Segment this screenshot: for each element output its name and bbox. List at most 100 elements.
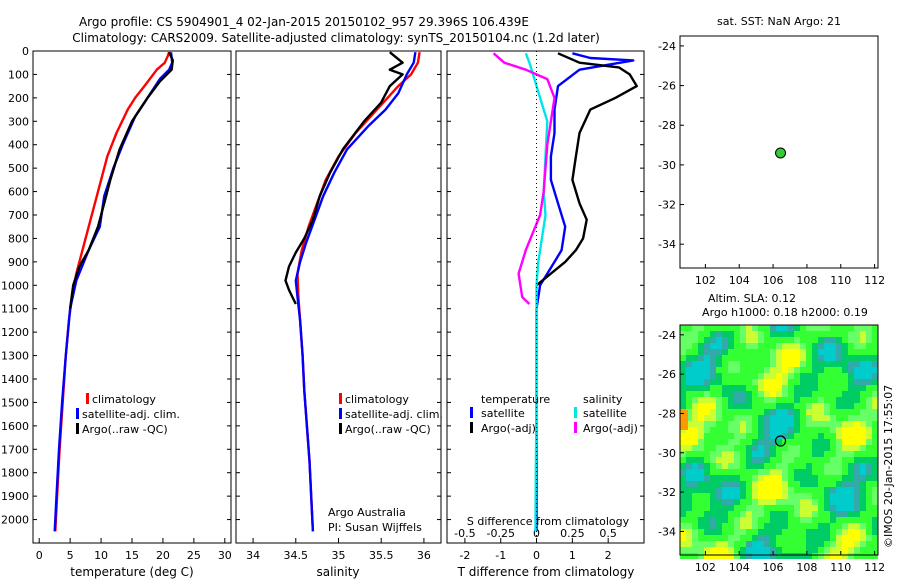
sla-cell <box>824 499 830 505</box>
sla-cell <box>746 457 752 463</box>
sla-cell <box>722 511 728 517</box>
sla-cell <box>764 517 770 523</box>
sla-cell <box>866 499 872 505</box>
sla-cell <box>776 325 782 331</box>
sla-cell <box>692 421 698 427</box>
sla-cell <box>800 349 806 355</box>
sla-cell <box>812 325 818 331</box>
map-x-tick-label: 106 <box>763 561 784 574</box>
sla-cell <box>734 535 740 541</box>
sla-cell <box>812 349 818 355</box>
sla-cell <box>692 361 698 367</box>
legend-swatch-satellite <box>76 408 79 419</box>
sla-cell <box>770 397 776 403</box>
sla-cell <box>740 397 746 403</box>
sla-cell <box>824 553 830 559</box>
sla-cell <box>794 481 800 487</box>
sla-cell <box>770 367 776 373</box>
sla-cell <box>812 523 818 529</box>
sla-cell <box>728 481 734 487</box>
sla-cell <box>758 433 764 439</box>
sla-cell <box>728 331 734 337</box>
sla-cell <box>794 427 800 433</box>
sla-cell <box>698 445 704 451</box>
sla-cell <box>854 325 860 331</box>
sla-cell <box>812 499 818 505</box>
sla-cell <box>794 499 800 505</box>
sla-cell <box>824 385 830 391</box>
sla-cell <box>746 325 752 331</box>
sla-cell <box>746 535 752 541</box>
sla-cell <box>716 517 722 523</box>
sla-cell <box>770 331 776 337</box>
series-layer <box>53 51 638 532</box>
sla-cell <box>680 529 686 535</box>
sla-cell <box>842 433 848 439</box>
sla-cell <box>764 439 770 445</box>
sla-cell <box>704 349 710 355</box>
sla-cell <box>710 523 716 529</box>
sla-cell <box>782 385 788 391</box>
sla-cell <box>830 391 836 397</box>
sla-cell <box>704 379 710 385</box>
sla-cell <box>716 361 722 367</box>
sla-cell <box>806 331 812 337</box>
sla-cell <box>800 445 806 451</box>
sla-cell <box>806 415 812 421</box>
sla-cell <box>782 433 788 439</box>
sla-cell <box>866 547 872 553</box>
sla-cell <box>680 523 686 529</box>
sla-cell <box>812 361 818 367</box>
sla-cell <box>686 433 692 439</box>
sla-cell <box>716 481 722 487</box>
sla-cell <box>836 457 842 463</box>
sla-cell <box>752 451 758 457</box>
sla-cell <box>716 499 722 505</box>
sla-cell <box>860 331 866 337</box>
sla-cell <box>788 451 794 457</box>
sla-cell <box>848 457 854 463</box>
sla-cell <box>722 475 728 481</box>
sla-cell <box>764 511 770 517</box>
sla-cell <box>710 331 716 337</box>
sla-cell <box>770 373 776 379</box>
sla-cell <box>872 469 878 475</box>
sla-cell <box>776 367 782 373</box>
sla-cell <box>698 535 704 541</box>
sla-cell <box>728 367 734 373</box>
x-top-tick-label: 0.25 <box>560 527 585 540</box>
sla-cell <box>794 475 800 481</box>
sla-cell <box>806 421 812 427</box>
salinity-panel-frame <box>235 50 442 544</box>
x-tick-label: 35 <box>332 549 346 562</box>
x-tick-label: 10 <box>94 549 108 562</box>
sla-cell <box>812 541 818 547</box>
legend-title-temperature: temperature <box>481 393 550 406</box>
sla-cell <box>740 511 746 517</box>
sla-cell <box>710 337 716 343</box>
sla-cell <box>704 499 710 505</box>
sla-cell <box>716 385 722 391</box>
sla-cell <box>800 535 806 541</box>
sla-cell <box>686 469 692 475</box>
legend-swatch-argo <box>339 423 342 434</box>
sla-cell <box>800 373 806 379</box>
sla-cell <box>722 361 728 367</box>
sla-cell <box>734 331 740 337</box>
sla-cell <box>812 385 818 391</box>
sla-cell <box>842 445 848 451</box>
sla-cell <box>794 535 800 541</box>
sla-cell <box>758 379 764 385</box>
sla-cell <box>866 517 872 523</box>
sla-cell <box>722 397 728 403</box>
sla-cell <box>866 523 872 529</box>
sla-cell <box>704 331 710 337</box>
sla-cell <box>746 421 752 427</box>
sla-cell <box>794 445 800 451</box>
x-tick-label: 36 <box>417 549 431 562</box>
sla-cell <box>686 361 692 367</box>
sla-cell <box>866 457 872 463</box>
sla-cell <box>728 433 734 439</box>
sla-cell <box>740 337 746 343</box>
map-x-tick-label: 110 <box>830 561 851 574</box>
